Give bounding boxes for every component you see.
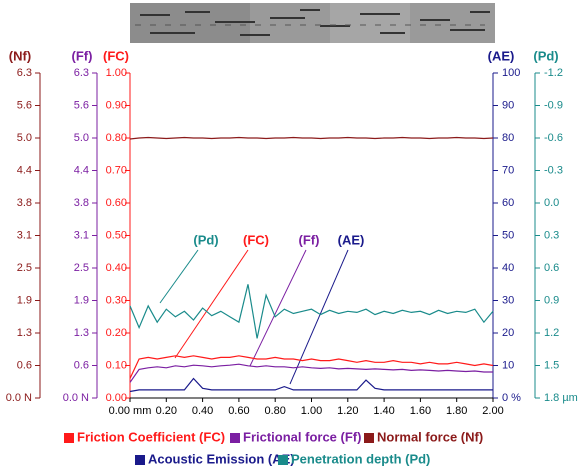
x-tick-label: 1.00 [301, 405, 322, 417]
y-tick-label: -0.9 [544, 99, 563, 111]
annotation: (FC) [243, 232, 269, 247]
x-tick-label: 0.80 [264, 405, 285, 417]
x-tick-label: 1.20 [337, 405, 358, 417]
legend-label: Frictional force (Ff) [243, 429, 361, 444]
y-tick-label: 10 [502, 359, 514, 371]
axis-header: (FC) [103, 48, 129, 63]
y-tick-label: 5.0 [74, 132, 89, 144]
y-tick-label: 3.1 [17, 229, 32, 241]
x-tick-label: 0.40 [192, 405, 213, 417]
y-tick-label: 0.20 [106, 327, 127, 339]
y-tick-label: 0.00 [106, 392, 127, 404]
y-tick-label: 1.3 [17, 327, 32, 339]
y-tick-label: 0.60 [106, 197, 127, 209]
series-line [129, 284, 494, 339]
y-tick-label: 0.70 [106, 164, 127, 176]
x-tick-label: 1.60 [410, 405, 431, 417]
y-tick-label: 0.30 [106, 294, 127, 306]
y-tick-label: 70 [502, 164, 514, 176]
y-tick-label: 0.3 [544, 229, 559, 241]
series-line [129, 377, 493, 393]
y-tick-label: 0.90 [106, 99, 127, 111]
y-tick-label: 80 [502, 132, 514, 144]
y-tick-label: 1.9 [74, 294, 89, 306]
y-tick-label: 30 [502, 294, 514, 306]
y-tick-label: 5.6 [17, 99, 32, 111]
y-tick-label: 4.4 [74, 164, 89, 176]
y-tick-label: 40 [502, 262, 514, 274]
axis-header: (Nf) [9, 48, 31, 63]
y-tick-label: 0.0 N [63, 392, 89, 404]
y-tick-label: -0.6 [544, 132, 563, 144]
y-tick-label: 20 [502, 327, 514, 339]
scratch-image [130, 3, 495, 43]
y-tick-label: 5.6 [74, 99, 89, 111]
legend-swatch [135, 455, 145, 465]
y-tick-label: 0.50 [106, 229, 127, 241]
x-tick-label: 2.00 [482, 405, 503, 417]
legend-label: Normal force (Nf) [377, 429, 483, 444]
x-tick-label: 0.20 [156, 405, 177, 417]
y-tick-label: -1.2 [544, 67, 563, 79]
y-tick-label: 0.9 [544, 294, 559, 306]
y-tick-label: 0.0 [544, 197, 559, 209]
y-tick-label: 0.6 [74, 359, 89, 371]
y-tick-label: 1.8 µm [544, 392, 578, 404]
y-tick-label: 3.1 [74, 229, 89, 241]
y-tick-label: 6.3 [74, 67, 89, 79]
leader-lines [159, 249, 349, 385]
legend-label: Friction Coefficient (FC) [77, 429, 225, 444]
y-tick-label: 50 [502, 229, 514, 241]
legend-label: Acoustic Emission (AE) [148, 451, 295, 466]
annotation: (Pd) [193, 232, 218, 247]
x-tick-label: 0.00 mm [109, 405, 152, 417]
y-tick-label: 0 % [502, 392, 521, 404]
legend-label: Penetration depth (Pd) [291, 451, 430, 466]
axis-header: (AE) [488, 48, 515, 63]
y-tick-label: 1.3 [74, 327, 89, 339]
series-line [129, 363, 493, 383]
legend-swatch [364, 433, 374, 443]
axis-header: (Pd) [533, 48, 558, 63]
y-tick-label: 0.10 [106, 359, 127, 371]
y-tick-label: 90 [502, 99, 514, 111]
x-tick-label: 0.60 [228, 405, 249, 417]
y-tick-label: 6.3 [17, 67, 32, 79]
x-tick-label: 1.80 [446, 405, 467, 417]
legend-swatch [230, 433, 240, 443]
y-tick-label: 4.4 [17, 164, 32, 176]
y-tick-label: 0.80 [106, 132, 127, 144]
annotation: (AE) [338, 232, 365, 247]
y-tick-label: 0.0 N [6, 392, 32, 404]
y-tick-label: -0.3 [544, 164, 563, 176]
series-line [129, 355, 494, 379]
y-tick-label: 3.8 [17, 197, 32, 209]
y-tick-label: 3.8 [74, 197, 89, 209]
y-tick-label: 2.5 [17, 262, 32, 274]
series-line [129, 136, 494, 140]
y-tick-label: 5.0 [17, 132, 32, 144]
y-tick-label: 2.5 [74, 262, 89, 274]
legend-swatch [278, 455, 288, 465]
y-tick-label: 1.9 [17, 294, 32, 306]
y-tick-label: 0.6 [17, 359, 32, 371]
y-tick-label: 0.40 [106, 262, 127, 274]
legend-swatch [64, 433, 74, 443]
y-tick-label: 0.6 [544, 262, 559, 274]
x-tick-label: 1.40 [373, 405, 394, 417]
y-tick-label: 60 [502, 197, 514, 209]
y-tick-label: 1.00 [106, 67, 127, 79]
y-tick-label: 1.2 [544, 327, 559, 339]
y-tick-label: 100 [502, 67, 520, 79]
y-tick-label: 1.5 [544, 359, 559, 371]
annotation: (Ff) [299, 232, 320, 247]
axis-header: (Ff) [72, 48, 93, 63]
